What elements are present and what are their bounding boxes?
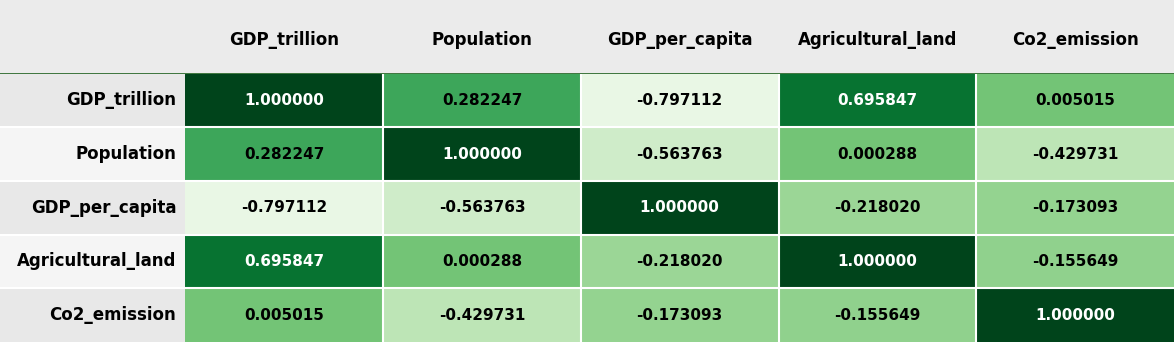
Bar <box>383 235 581 288</box>
Bar <box>185 235 383 288</box>
Text: 0.005015: 0.005015 <box>1035 93 1115 108</box>
Bar <box>977 288 1174 342</box>
Bar <box>383 288 581 342</box>
Text: -0.155649: -0.155649 <box>1032 254 1119 269</box>
Bar <box>0 127 185 181</box>
Text: 0.000288: 0.000288 <box>441 254 522 269</box>
Bar <box>778 74 977 127</box>
Bar <box>185 181 383 235</box>
Text: 1.000000: 1.000000 <box>244 93 324 108</box>
Bar <box>581 288 778 342</box>
Text: Co2_emission: Co2_emission <box>49 306 176 324</box>
Text: -0.797112: -0.797112 <box>241 200 328 215</box>
Text: Agricultural_land: Agricultural_land <box>16 252 176 271</box>
Bar <box>0 288 185 342</box>
Text: GDP_per_capita: GDP_per_capita <box>607 31 753 50</box>
Text: -0.218020: -0.218020 <box>636 254 723 269</box>
Text: 1.000000: 1.000000 <box>443 147 522 161</box>
Bar <box>977 74 1174 127</box>
Text: 0.000288: 0.000288 <box>837 147 918 161</box>
Bar <box>581 235 778 288</box>
Text: -0.563763: -0.563763 <box>636 147 723 161</box>
Bar <box>0 74 185 127</box>
Text: 1.000000: 1.000000 <box>640 200 720 215</box>
Text: -0.563763: -0.563763 <box>439 200 525 215</box>
Text: GDP_per_capita: GDP_per_capita <box>31 199 176 217</box>
Text: GDP_trillion: GDP_trillion <box>229 31 339 50</box>
Text: GDP_trillion: GDP_trillion <box>66 91 176 109</box>
Text: -0.429731: -0.429731 <box>439 308 525 323</box>
Text: -0.797112: -0.797112 <box>636 93 723 108</box>
Bar <box>185 74 383 127</box>
Text: -0.429731: -0.429731 <box>1032 147 1119 161</box>
Text: Population: Population <box>75 145 176 163</box>
Text: -0.218020: -0.218020 <box>835 200 920 215</box>
Bar <box>581 181 778 235</box>
Bar <box>977 235 1174 288</box>
Text: 0.695847: 0.695847 <box>244 254 324 269</box>
Bar <box>778 181 977 235</box>
Bar <box>383 74 581 127</box>
Text: -0.173093: -0.173093 <box>1032 200 1119 215</box>
Text: 0.005015: 0.005015 <box>244 308 324 323</box>
Text: -0.173093: -0.173093 <box>636 308 723 323</box>
Bar <box>0 235 185 288</box>
Text: Population: Population <box>432 31 533 50</box>
Text: 0.282247: 0.282247 <box>441 93 522 108</box>
Bar <box>581 127 778 181</box>
Bar <box>778 127 977 181</box>
Text: Co2_emission: Co2_emission <box>1012 31 1139 50</box>
Bar <box>581 74 778 127</box>
Text: Agricultural_land: Agricultural_land <box>798 31 957 50</box>
Bar <box>383 127 581 181</box>
Bar <box>383 181 581 235</box>
Bar <box>185 127 383 181</box>
Bar <box>185 288 383 342</box>
Bar <box>0 181 185 235</box>
Bar <box>977 181 1174 235</box>
Text: 0.695847: 0.695847 <box>837 93 918 108</box>
Text: -0.155649: -0.155649 <box>835 308 920 323</box>
Text: 1.000000: 1.000000 <box>1035 308 1115 323</box>
Bar <box>778 235 977 288</box>
Text: 0.282247: 0.282247 <box>244 147 324 161</box>
Bar <box>778 288 977 342</box>
Text: 1.000000: 1.000000 <box>837 254 917 269</box>
Bar <box>977 127 1174 181</box>
